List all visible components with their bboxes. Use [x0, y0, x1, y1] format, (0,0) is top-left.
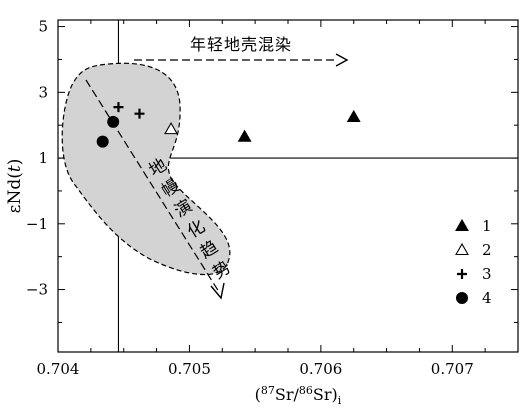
legend-marker-4	[456, 292, 468, 304]
y-tick-label: −3	[26, 281, 48, 299]
mantle-arrow-head	[210, 282, 225, 300]
x-tick-label: 0.705	[168, 360, 211, 378]
series-3-point	[134, 108, 145, 119]
legend-marker-3	[457, 269, 467, 279]
x-tick-label: 0.706	[299, 360, 342, 378]
legend-label-3: 3	[482, 265, 492, 283]
x-axis-title-sup1: 87	[261, 384, 275, 397]
x-tick-label: 0.704	[37, 360, 80, 378]
legend: 1 2 3 4	[455, 217, 492, 307]
x-axis-title-open: (	[255, 385, 261, 404]
y-axis-title: εNd(t)	[5, 159, 25, 214]
legend-marker-1	[455, 218, 469, 232]
series-3-point	[113, 102, 124, 113]
y-axis-title-var: t	[5, 165, 25, 172]
mantle-evolution-field	[61, 62, 231, 276]
x-axis-title-mid1: Sr/	[275, 385, 300, 404]
series-2-point	[164, 122, 178, 135]
legend-marker-2	[455, 242, 469, 256]
series-1-point	[237, 129, 252, 142]
series-4-point	[96, 135, 109, 148]
y-tick-label: −1	[26, 215, 48, 233]
y-tick-label: 3	[38, 83, 48, 101]
axis-ticks: 0.704 0.705 0.706 0.707 5 3 1 −1 −3	[26, 18, 518, 378]
legend-label-4: 4	[482, 289, 492, 307]
data-points	[96, 102, 361, 148]
x-axis-title-mid2: Sr)	[313, 385, 338, 404]
y-tick-label: 1	[38, 149, 48, 167]
y-axis-title-suffix: )	[5, 159, 25, 166]
y-tick-label: 5	[38, 18, 48, 36]
x-axis-title-sub: i	[338, 394, 342, 407]
series-4-point	[107, 115, 120, 128]
x-axis-title-sup2: 86	[299, 384, 313, 397]
series-1-point	[346, 109, 361, 123]
y-axis-title-prefix: εNd(	[5, 172, 25, 213]
x-tick-label: 0.707	[431, 360, 474, 378]
legend-label-1: 1	[482, 217, 492, 235]
x-axis-title: (87Sr/86Sr)i	[255, 384, 342, 407]
crust-contamination-label: 年轻地壳混染	[190, 35, 292, 54]
legend-label-2: 2	[482, 241, 492, 259]
crust-arrow-head	[335, 53, 349, 67]
mantle-trend-arrow	[85, 79, 220, 293]
